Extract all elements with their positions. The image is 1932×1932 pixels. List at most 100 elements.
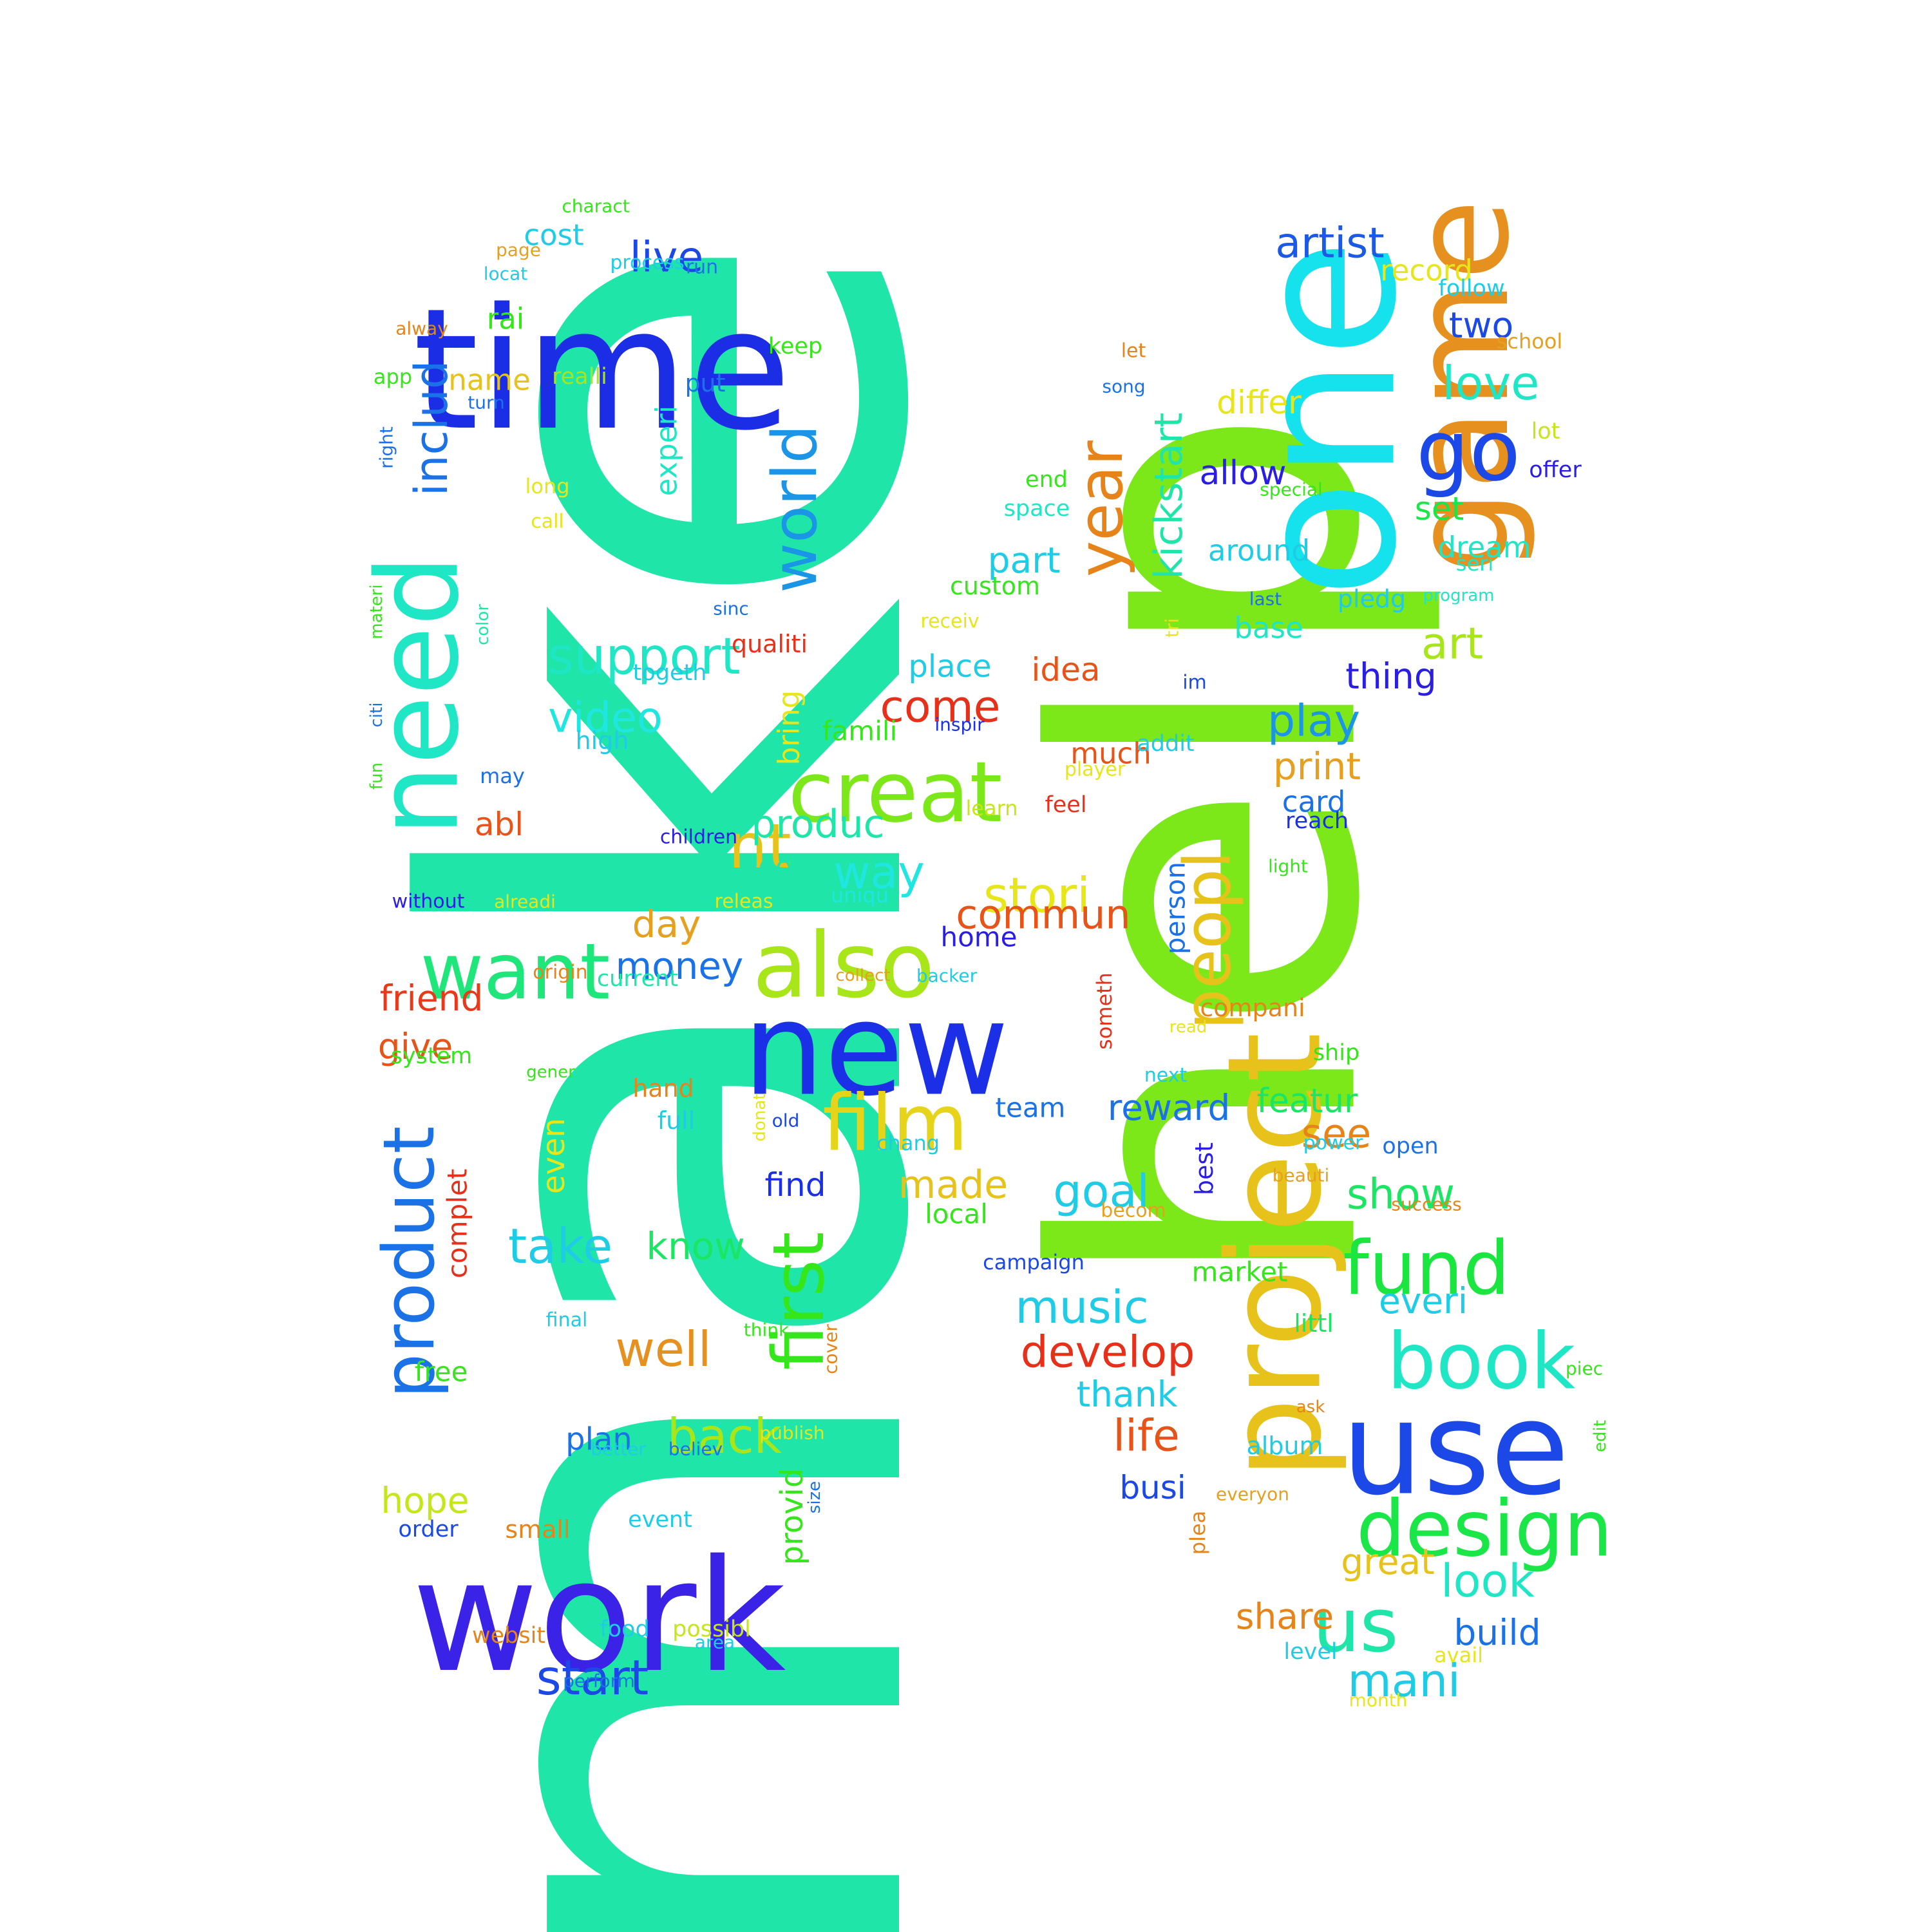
word-last: last (1249, 589, 1282, 610)
word-love: love (1443, 356, 1540, 410)
word-current: current (597, 966, 678, 992)
word-know: know (646, 1224, 744, 1268)
word-hand: hand (632, 1074, 694, 1103)
word-custom: custom (950, 572, 1040, 600)
word-long: long (525, 474, 569, 498)
word-success: success (1391, 1194, 1462, 1215)
word-run: run (686, 256, 718, 279)
word-mani: mani (1348, 1654, 1461, 1707)
word-page: page (496, 240, 541, 261)
word-share: share (1236, 1596, 1334, 1637)
word-dream: dream (1437, 531, 1531, 565)
word-ship: ship (1313, 1040, 1359, 1066)
word-stori: stori (983, 867, 1090, 923)
word-commun: commun (956, 891, 1130, 938)
word-websit: websit (472, 1623, 545, 1649)
word-free: free (415, 1356, 468, 1388)
word-made: made (898, 1162, 1008, 1208)
word-edit: edit (1591, 1420, 1610, 1452)
word-alreadi: alreadi (494, 891, 556, 913)
word-tri: tri (1162, 618, 1183, 638)
word-game: game (1385, 199, 1539, 574)
word-everi: everi (1379, 1280, 1468, 1321)
word-sinc: sinc (713, 598, 749, 620)
word-put: put (685, 369, 725, 397)
word-life: life (1113, 1411, 1180, 1462)
word-art: art (1421, 619, 1483, 670)
word-hope: hope (381, 1480, 469, 1521)
word-market: market (1191, 1256, 1287, 1288)
word-abl: abl (475, 806, 524, 843)
word-level: level (1283, 1639, 1337, 1665)
word-color: color (473, 604, 493, 645)
word-album: album (1246, 1432, 1323, 1460)
word-year: year (1066, 440, 1137, 577)
word-full: full (658, 1106, 696, 1135)
word-realli: realli (552, 364, 607, 390)
word-final: final (546, 1309, 588, 1332)
word-area: area (695, 1632, 735, 1653)
word-video: video (548, 694, 663, 743)
word-product: product (368, 1126, 450, 1398)
word-right: right (376, 426, 397, 469)
word-best: best (1190, 1142, 1218, 1195)
word-receiv: receiv (920, 611, 979, 633)
word-thank: thank (1077, 1374, 1178, 1415)
word-turn: turn (468, 392, 505, 413)
word-goal: goal (1053, 1165, 1150, 1218)
word-follow: follow (1438, 276, 1504, 301)
word-system: system (391, 1043, 473, 1069)
word-famili: famili (822, 715, 897, 747)
word-cover: cover (820, 1324, 842, 1374)
word-light: light (1268, 856, 1308, 877)
word-backer: backer (916, 965, 978, 987)
word-cost: cost (524, 218, 583, 252)
word-support: support (547, 628, 740, 686)
word-use: use (1341, 1374, 1569, 1524)
word-size: size (805, 1481, 824, 1513)
word-believ: believ (668, 1439, 723, 1460)
word-player: player (1065, 759, 1126, 781)
word-play: play (1267, 696, 1360, 747)
word-materi: materi (367, 584, 386, 639)
word-togeth: togeth (633, 660, 707, 686)
word-make: make (301, 223, 1051, 1932)
word-thing: thing (1345, 656, 1436, 697)
word-design: design (1356, 1485, 1613, 1575)
word-live: live (630, 234, 704, 282)
word-plea: plea (1186, 1511, 1210, 1555)
word-even: even (536, 1118, 572, 1194)
word-kickstart: kickstart (1146, 413, 1191, 580)
word-gener: gener (526, 1063, 575, 1082)
word-charact: charact (562, 196, 629, 217)
word-rai: rai (487, 302, 525, 336)
word-show: show (1347, 1171, 1455, 1219)
word-well: well (615, 1321, 711, 1378)
word-becom: becom (1101, 1200, 1166, 1222)
word-without: without (392, 891, 465, 913)
word-includ: includ (405, 361, 458, 497)
word-fun: fun (367, 762, 386, 790)
word-may: may (480, 764, 525, 788)
word-book: book (1387, 1318, 1576, 1407)
word-project: project (1200, 1032, 1350, 1479)
word-work: work (412, 1526, 786, 1707)
word-feel: feel (1045, 792, 1086, 818)
word-allow: allow (1199, 454, 1286, 493)
word-start: start (536, 1649, 649, 1706)
word-local: local (925, 1198, 988, 1230)
word-power: power (1303, 1132, 1363, 1155)
word-call: call (531, 511, 564, 533)
word-complet: complet (442, 1169, 473, 1278)
word-old: old (772, 1110, 800, 1132)
word-time: time (413, 273, 791, 468)
word-song: song (1102, 376, 1145, 397)
word-also: also (752, 914, 934, 1019)
word-want: want (421, 928, 611, 1018)
word-set: set (1415, 490, 1464, 527)
word-base: base (1234, 611, 1303, 645)
word-publish: publish (759, 1423, 824, 1444)
word-much: much (1070, 737, 1151, 771)
word-origin: origin (533, 961, 587, 984)
word-special: special (1260, 479, 1323, 500)
